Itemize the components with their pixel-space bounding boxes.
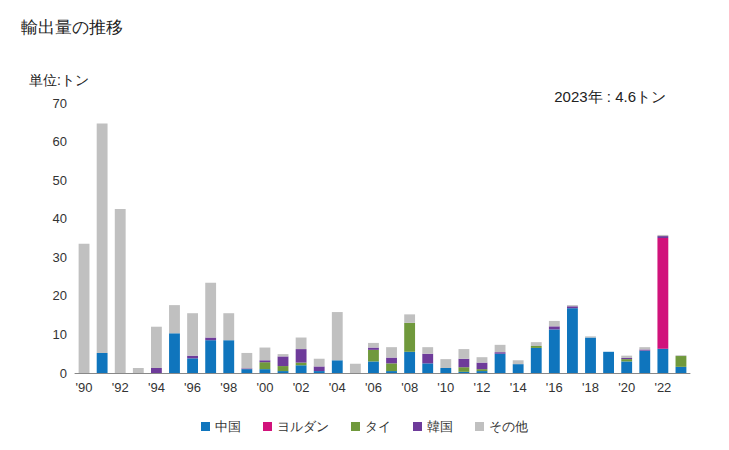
svg-text:30: 30	[53, 250, 67, 265]
svg-text:'92: '92	[112, 380, 129, 395]
svg-text:'20: '20	[618, 380, 635, 395]
svg-text:40: 40	[53, 211, 67, 226]
svg-text:輸出量の推移: 輸出量の推移	[21, 18, 123, 37]
svg-text:'22: '22	[654, 380, 671, 395]
svg-text:'00: '00	[256, 380, 273, 395]
svg-text:'14: '14	[510, 380, 527, 395]
svg-text:2023年 : 4.6トン: 2023年 : 4.6トン	[554, 88, 666, 105]
svg-text:中国: 中国	[215, 419, 241, 434]
svg-text:'98: '98	[220, 380, 237, 395]
svg-text:'96: '96	[184, 380, 201, 395]
svg-text:'10: '10	[437, 380, 454, 395]
svg-text:'06: '06	[365, 380, 382, 395]
svg-text:20: 20	[53, 288, 67, 303]
svg-text:0: 0	[60, 366, 67, 381]
svg-text:50: 50	[53, 173, 67, 188]
svg-text:'18: '18	[582, 380, 599, 395]
svg-text:60: 60	[53, 134, 67, 149]
svg-text:'94: '94	[148, 380, 165, 395]
svg-text:タイ: タイ	[365, 419, 391, 434]
svg-text:'04: '04	[329, 380, 346, 395]
svg-text:韓国: 韓国	[427, 419, 453, 434]
svg-text:その他: その他	[489, 419, 528, 434]
svg-text:70: 70	[53, 96, 67, 111]
svg-text:'90: '90	[76, 380, 93, 395]
svg-text:'08: '08	[401, 380, 418, 395]
svg-text:単位:トン: 単位:トン	[29, 72, 89, 88]
svg-text:ヨルダン: ヨルダン	[277, 419, 329, 434]
svg-text:'02: '02	[293, 380, 310, 395]
svg-text:10: 10	[53, 327, 67, 342]
svg-text:'16: '16	[546, 380, 563, 395]
svg-text:'12: '12	[474, 380, 491, 395]
